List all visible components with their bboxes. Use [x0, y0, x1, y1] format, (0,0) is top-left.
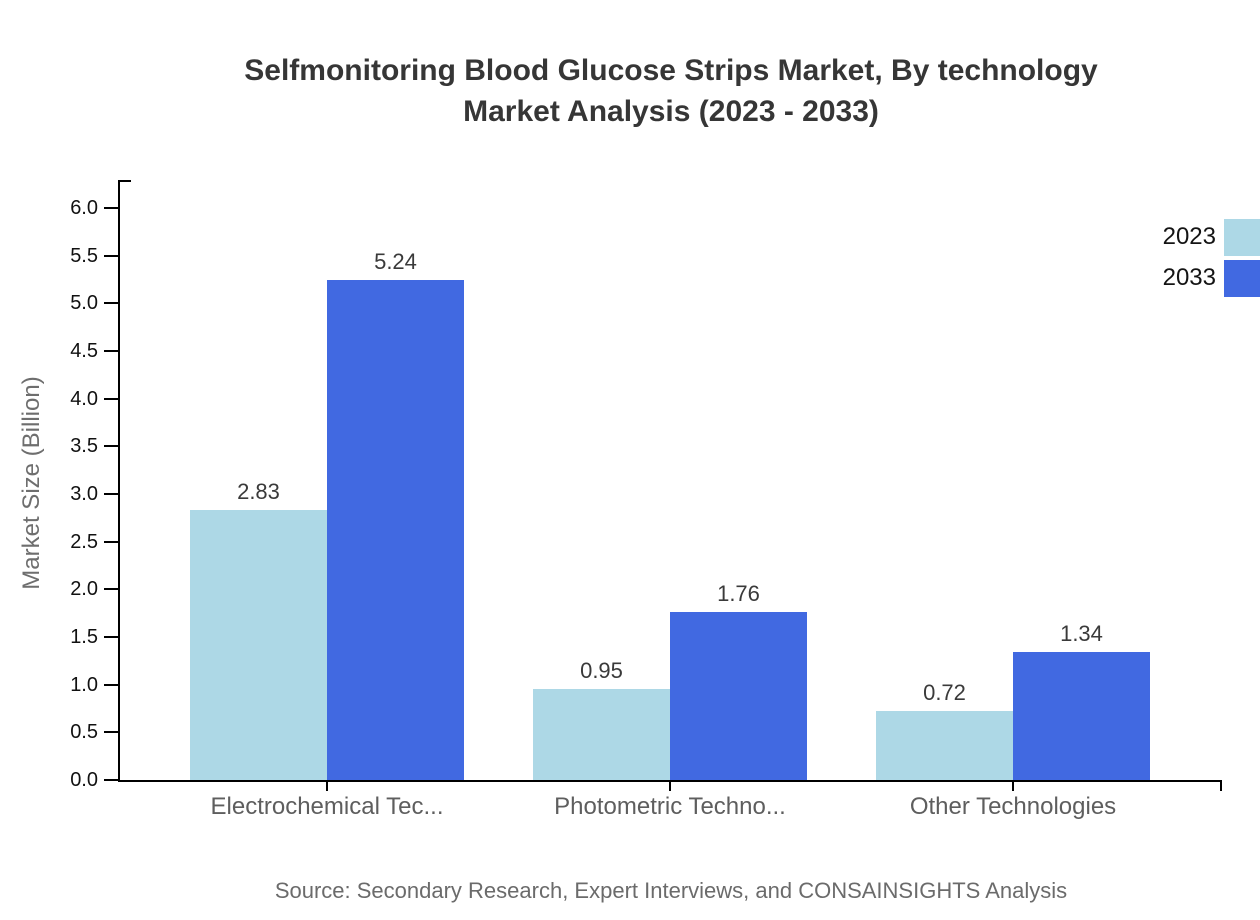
bar-2023-0 — [190, 510, 327, 780]
bar-2023-2 — [876, 711, 1013, 780]
y-tick-mark — [104, 779, 118, 781]
y-tick-mark — [104, 445, 118, 448]
y-tick-mark — [104, 254, 118, 257]
y-tick-label: 0.5 — [70, 721, 98, 744]
x-category-label: Other Technologies — [909, 793, 1117, 820]
y-tick-mark — [104, 636, 118, 638]
x-category-label: Electrochemical Tec... — [210, 793, 444, 820]
bar-value-label: 5.24 — [374, 249, 417, 275]
bar-2033-0 — [327, 280, 464, 780]
legend-swatch-2033 — [1224, 260, 1260, 297]
bar-2033-2 — [1013, 652, 1150, 780]
x-tick-mark — [669, 780, 671, 791]
y-tick-label: 0.0 — [70, 769, 98, 791]
y-tick-label: 4.0 — [70, 387, 98, 410]
x-category-label: Photometric Techno... — [554, 793, 786, 820]
y-tick-mark — [104, 540, 118, 543]
y-tick-mark — [104, 588, 118, 591]
y-tick-label: 6.0 — [70, 197, 98, 219]
y-tick-label: 3.5 — [70, 435, 98, 458]
y-axis-line — [118, 180, 120, 782]
y-tick-label: 2.5 — [70, 530, 98, 553]
y-axis-top-cap — [118, 180, 131, 182]
y-tick-label: 1.5 — [70, 626, 98, 648]
legend-label-2033: 2033 — [1162, 264, 1216, 291]
bar-2023-1 — [533, 689, 670, 780]
x-tick-mark — [1012, 780, 1014, 791]
y-tick-mark — [104, 493, 118, 495]
y-tick-label: 1.0 — [70, 673, 98, 696]
bar-2033-1 — [670, 612, 807, 780]
bar-value-label: 0.95 — [580, 658, 623, 684]
bar-value-label: 1.76 — [717, 581, 760, 607]
y-tick-mark — [104, 731, 118, 734]
y-tick-label: 5.0 — [70, 292, 98, 315]
y-tick-label: 2.0 — [70, 578, 98, 601]
chart-title-line2: Market Analysis (2023 - 2033) — [463, 95, 879, 128]
bar-value-label: 2.83 — [237, 479, 280, 505]
legend-swatch-2023 — [1224, 219, 1260, 256]
y-tick-mark — [104, 302, 118, 305]
y-tick-mark — [104, 350, 118, 352]
chart-title-line1: Selfmonitoring Blood Glucose Strips Mark… — [244, 54, 1098, 87]
y-tick-label: 4.5 — [70, 340, 98, 362]
source-text: Source: Secondary Research, Expert Inter… — [274, 878, 1068, 903]
y-tick-mark — [104, 397, 118, 400]
y-tick-mark — [104, 683, 118, 686]
chart-title: Selfmonitoring Blood Glucose Strips Mark… — [41, 50, 1260, 132]
bar-value-label: 0.72 — [923, 680, 966, 706]
x-tick-mark — [326, 780, 328, 791]
bar-value-label: 1.34 — [1060, 621, 1103, 647]
y-tick-mark — [104, 207, 118, 209]
y-tick-label: 3.0 — [70, 483, 98, 505]
legend-label-2023: 2023 — [1162, 223, 1216, 250]
x-axis-end-tick — [1220, 780, 1222, 791]
y-tick-label: 5.5 — [70, 244, 98, 267]
